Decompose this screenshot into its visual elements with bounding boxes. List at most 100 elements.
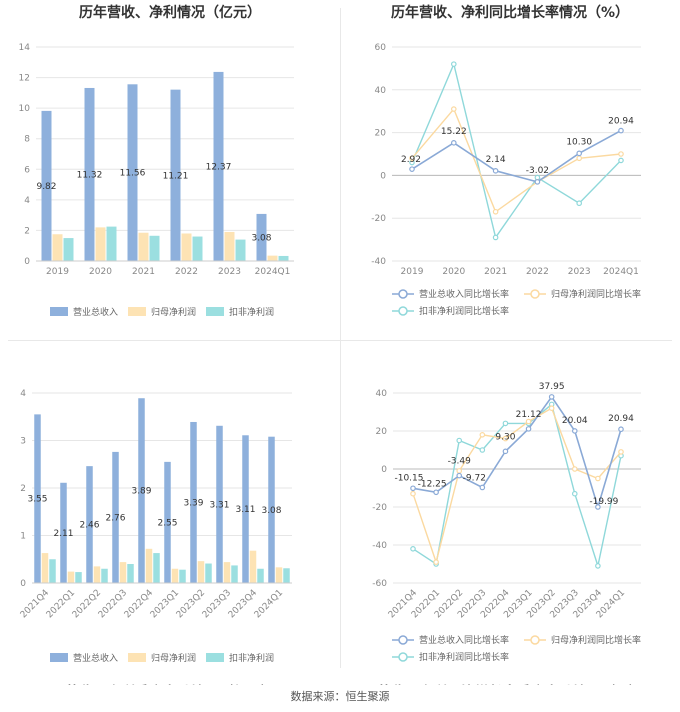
bar-net-profit bbox=[223, 562, 231, 583]
data-point bbox=[576, 200, 583, 207]
bar-data-label: 2.76 bbox=[105, 513, 125, 523]
bar-revenue bbox=[213, 71, 224, 261]
bar-revenue bbox=[256, 213, 267, 261]
point-data-label: 9.30 bbox=[495, 432, 515, 442]
data-point bbox=[571, 466, 578, 472]
legend-label: 营业总收入 bbox=[73, 306, 118, 318]
bar-net-profit bbox=[145, 548, 153, 583]
point-data-label: 15.22 bbox=[441, 127, 467, 137]
bar-data-label: 3.08 bbox=[251, 233, 271, 243]
legend-swatch bbox=[50, 307, 68, 316]
y-tick-label: -40 bbox=[372, 541, 387, 551]
legend-marker bbox=[530, 635, 540, 645]
bar-data-label: 3.08 bbox=[261, 506, 281, 516]
point-data-label: 20.94 bbox=[608, 117, 634, 127]
legend-label: 扣非净利润同比增长率 bbox=[419, 305, 509, 317]
bar-deducted-profit bbox=[63, 238, 74, 261]
data-point bbox=[409, 166, 415, 172]
data-point bbox=[576, 155, 583, 162]
bar-data-label: 12.37 bbox=[206, 162, 232, 172]
data-point bbox=[548, 405, 555, 412]
x-tick-label: 2020 bbox=[89, 267, 112, 277]
y-tick-label: 0 bbox=[381, 465, 387, 475]
y-tick-label: 3 bbox=[20, 437, 26, 447]
bar-deducted-profit bbox=[257, 568, 264, 583]
series-line-net-profit bbox=[411, 107, 622, 213]
bar-net-profit bbox=[93, 566, 101, 583]
point-data-label: -19.99 bbox=[589, 497, 618, 507]
data-point bbox=[548, 394, 555, 400]
x-tick-label: 2022 bbox=[175, 267, 198, 277]
bar-deducted-profit bbox=[235, 239, 246, 261]
y-tick-label: 12 bbox=[19, 74, 30, 84]
data-point bbox=[456, 472, 463, 479]
quarterly-revenue-profit-svg: 营收、净利季度变动情况（亿元） 0 1 2 3 4 3.55 2.11 2.46 2.76 3.89… bbox=[19, 389, 292, 685]
data-point bbox=[576, 150, 583, 157]
data-point bbox=[502, 435, 509, 442]
x-tick-label: 2024Q1 bbox=[253, 588, 285, 620]
point-data-label: -10.15 bbox=[394, 473, 423, 483]
data-point bbox=[456, 468, 463, 474]
y-tick-label: 40 bbox=[375, 86, 387, 96]
x-tick-label: 2023 bbox=[568, 267, 591, 277]
series-line-revenue bbox=[412, 395, 622, 510]
data-point bbox=[618, 157, 624, 164]
y-tick-label: 0 bbox=[380, 171, 386, 181]
data-point bbox=[492, 234, 499, 241]
bar-net-profit bbox=[52, 234, 63, 261]
y-tick-label: 20 bbox=[376, 427, 388, 437]
bar-net-profit bbox=[171, 568, 179, 583]
chart-title: 营收、净利同比增长率季度变动情况（%） bbox=[377, 684, 643, 685]
bar-data-label: 11.32 bbox=[77, 170, 103, 180]
data-point bbox=[525, 426, 532, 432]
legend-label: 营业总收入 bbox=[73, 652, 118, 664]
bar-deducted-profit bbox=[106, 226, 117, 261]
bar-revenue bbox=[216, 425, 223, 583]
data-point bbox=[502, 420, 509, 427]
data-source-note: 数据来源：恒生聚源 bbox=[290, 690, 390, 703]
x-tick-label: 2022 bbox=[526, 267, 549, 277]
y-tick-label: 0 bbox=[24, 257, 30, 267]
data-point bbox=[479, 484, 486, 491]
bar-deducted-profit bbox=[101, 568, 108, 583]
bar-net-profit bbox=[95, 227, 106, 261]
bar-deducted-profit bbox=[75, 572, 82, 583]
legend-marker bbox=[530, 289, 540, 299]
y-tick-label: 1 bbox=[20, 532, 26, 542]
data-point bbox=[451, 61, 457, 67]
data-point bbox=[595, 563, 601, 569]
quarterly-revenue-profit-chart: 营收、净利季度变动情况（亿元） 0 1 2 3 4 3.55 2.11 2.46 2.76 3.89… bbox=[0, 340, 340, 685]
legend-label: 扣非净利润 bbox=[229, 652, 274, 664]
bar-revenue bbox=[242, 435, 249, 583]
bar-revenue bbox=[190, 421, 197, 583]
bar-net-profit bbox=[41, 553, 49, 583]
data-point bbox=[451, 140, 457, 146]
x-tick-label: 2024Q1 bbox=[255, 267, 291, 277]
data-point bbox=[433, 489, 439, 496]
y-tick-label: 8 bbox=[24, 135, 30, 145]
data-point bbox=[492, 168, 499, 174]
bar-data-label: 11.56 bbox=[120, 169, 146, 179]
legend-swatch bbox=[206, 307, 224, 316]
data-point bbox=[618, 127, 624, 134]
y-tick-label: 10 bbox=[19, 104, 31, 114]
bar-revenue bbox=[112, 451, 119, 583]
bar-deducted-profit bbox=[205, 563, 212, 583]
y-tick-label: 60 bbox=[375, 43, 387, 53]
data-point bbox=[492, 208, 499, 215]
bar-revenue bbox=[84, 87, 95, 261]
bar-net-profit bbox=[181, 233, 192, 261]
series-line-deducted-profit bbox=[411, 61, 622, 240]
data-point bbox=[456, 437, 463, 444]
series-line-net-profit bbox=[412, 407, 622, 565]
bar-data-label: 9.82 bbox=[36, 182, 56, 192]
bar-deducted-profit bbox=[179, 569, 186, 583]
bar-deducted-profit bbox=[49, 559, 56, 583]
legend-swatch bbox=[128, 307, 146, 316]
bar-revenue bbox=[41, 110, 52, 261]
bar-deducted-profit bbox=[278, 255, 289, 261]
data-point bbox=[410, 546, 416, 552]
bar-revenue bbox=[138, 398, 145, 583]
bar-deducted-profit bbox=[283, 568, 290, 583]
bar-deducted-profit bbox=[192, 236, 203, 261]
